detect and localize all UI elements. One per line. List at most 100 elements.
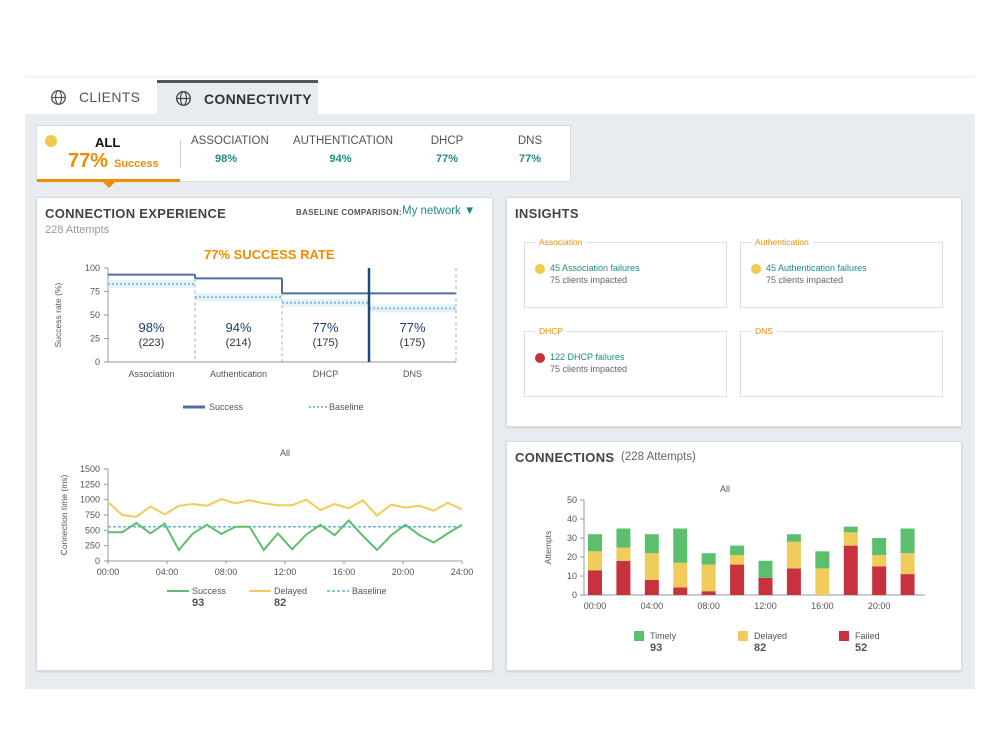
timely-segment [900,528,915,554]
y-tick-label: 1250 [80,479,100,489]
baseline-comparison-label: BASELINE COMPARISON: [296,208,402,217]
y-axis-label: Success rate (%) [53,282,63,347]
insights-card: INSIGHTS Association 45 Association fail… [506,197,962,427]
failed-segment [673,587,688,595]
failed-segment [730,564,745,595]
insight-heading: Association [535,237,587,247]
bar-value-label: 98% [138,320,164,335]
legend-timely-swatch [634,631,644,641]
insight-heading: DHCP [535,326,568,336]
bar-value-label: 94% [225,320,251,335]
x-tick-label: 04:00 [156,567,179,577]
connections-card: CONNECTIONS (228 Attempts) All 0 10 20 30 40 5… [506,441,962,671]
selected-caret [103,182,115,188]
x-tick-label: 16:00 [333,567,356,577]
warning-dot-icon [535,264,545,274]
y-tick-label: 30 [567,533,577,543]
y-tick-label: 1500 [80,464,100,474]
x-tick-label: 20:00 [392,567,415,577]
summary-all-label: ALL [95,135,121,150]
timely-segment [701,553,716,565]
timely-segment [815,551,830,569]
failed-segment [644,579,659,595]
success-rate-chart: 0 25 50 75 100 Success rate (%) 98% (223) Associ… [53,263,457,412]
chart-title: All [720,484,730,494]
summary-dhcp[interactable]: DHCP 77% [427,135,467,165]
delayed-segment [872,555,887,567]
insight-link[interactable]: 45 Authentication failures [766,263,867,273]
legend-delayed-label: Delayed [754,631,787,641]
failed-segment [900,574,915,595]
tab-label: CONNECTIVITY [204,90,312,107]
y-tick-label: 50 [567,495,577,505]
y-tick-label: 750 [85,510,100,520]
legend-delayed-count: 82 [274,597,286,609]
timely-segment [758,560,773,578]
legend-success-label: Success [192,586,227,596]
connection-time-chart: All 0 250 500 750 1000 1250 1500 Connection time… [59,448,474,609]
x-tick-label: Association [128,369,174,379]
timely-segment [616,528,631,548]
x-tick-label: 00:00 [584,601,607,611]
y-tick-label: 0 [572,590,577,600]
x-tick-label: DHCP [313,369,339,379]
y-tick-label: 20 [567,552,577,562]
baseline-dropdown[interactable]: My network ▼ [402,205,476,217]
legend-success-count: 93 [192,597,204,609]
legend-success-label: Success [209,402,244,412]
x-tick-label: 12:00 [274,567,297,577]
y-tick-label: 0 [95,556,100,566]
bar-count-label: (214) [226,337,252,349]
summary-authentication[interactable]: AUTHENTICATION 94% [293,135,393,165]
legend-delayed-swatch [738,631,748,641]
x-tick-label: 04:00 [641,601,664,611]
timely-segment [673,528,688,563]
summary-cat-label: DHCP [430,135,464,147]
timely-segment [730,545,745,556]
bar-count-label: (175) [313,337,339,349]
tab-connectivity[interactable]: CONNECTIVITY [157,80,318,114]
tab-clients[interactable]: CLIENTS [25,80,157,114]
summary-cat-label: ASSOCIATION [191,135,269,147]
failed-segment [616,560,631,595]
summary-all[interactable]: ALL 77% Success [37,126,180,188]
delayed-segment [644,553,659,580]
delayed-segment [900,553,915,575]
x-tick-label: 08:00 [697,601,720,611]
summary-cat-value: 77% [435,153,459,165]
legend-timely-label: Timely [650,631,677,641]
insight-link[interactable]: 122 DHCP failures [550,352,625,362]
summary-bar: ALL 77% Success ASSOCIATION 98% AUTHENTI… [36,125,571,188]
insight-sub: 75 clients impacted [550,275,628,285]
summary-cat-value: 98% [214,153,238,165]
x-tick-label: DNS [403,369,422,379]
legend-baseline-label: Baseline [329,402,364,412]
x-tick-label: 24:00 [451,567,474,577]
timely-segment [588,534,602,552]
chart-title: All [280,448,290,458]
warning-dot-icon [751,264,761,274]
insight-link[interactable]: 45 Association failures [550,263,640,273]
connection-experience-card: CONNECTION EXPERIENCE 228 Attempts BASEL… [36,197,493,671]
delayed-line [107,498,463,518]
card-title: CONNECTIONS [515,450,615,465]
timely-segment [644,534,659,554]
insight-sub: 75 clients impacted [550,364,628,374]
insight-heading: DNS [751,326,777,336]
attempts-count: 228 Attempts [45,224,110,236]
bar-count-label: (175) [400,337,426,349]
y-axis-label: Connection time (ms) [59,474,69,555]
summary-association[interactable]: ASSOCIATION 98% [191,135,269,165]
summary-dns[interactable]: DNS 77% [515,135,545,165]
insight-authentication: Authentication 45 Authentication failure… [740,237,943,308]
failed-segment [872,566,887,595]
y-tick-label: 500 [85,525,100,535]
success-line [108,519,463,552]
delayed-segment [730,555,745,565]
globe-icon [176,91,191,106]
legend-baseline-label: Baseline [352,586,387,596]
y-tick-label: 250 [85,541,100,551]
card-title: CONNECTION EXPERIENCE [45,206,227,221]
success-rate-title: 77% SUCCESS RATE [204,247,335,262]
